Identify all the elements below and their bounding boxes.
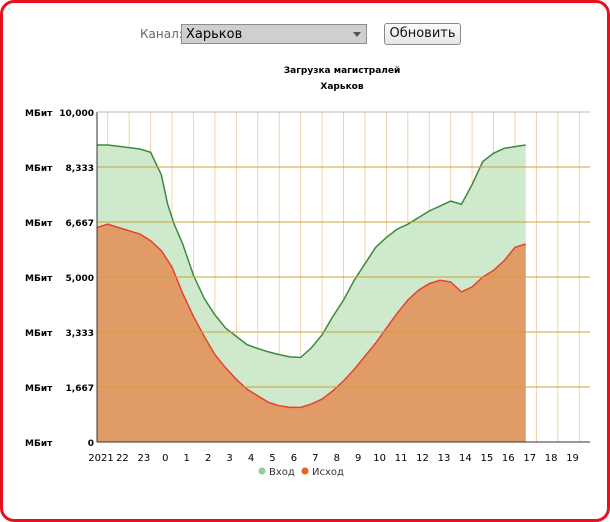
x-tick-label: 23 (138, 453, 151, 464)
x-tick-label: 15 (480, 453, 493, 464)
series-line-incoming (97, 144, 526, 359)
channel-label: Канал: (140, 27, 183, 41)
x-tick-label: 7 (312, 453, 318, 464)
y-tick-unit: МБит (25, 109, 53, 119)
x-tick-label: 10 (373, 453, 386, 464)
x-tick-label: 3 (226, 453, 232, 464)
x-tick-label: 18 (545, 453, 558, 464)
x-tick-label: 0 (162, 453, 168, 464)
x-tick-label: 4 (248, 453, 254, 464)
x-tick-label: 2 (205, 453, 211, 464)
plot-area: МБит 10,000 МБит 8,333 МБит 6,667 МБит 5,000 МБи… (25, 109, 590, 478)
x-tick-label: 12 (416, 453, 429, 464)
x-tick-label: 1 (184, 453, 190, 464)
x-tick-label: 11 (395, 453, 408, 464)
x-tick-label: 5 (269, 453, 275, 464)
legend-marker (301, 467, 309, 475)
refresh-button[interactable]: Обновить (384, 23, 461, 45)
series-line-outgoing (96, 223, 526, 409)
chevron-down-icon[interactable] (353, 32, 361, 37)
x-tick-label: 19 (566, 453, 579, 464)
y-tick-unit: МБит (25, 164, 53, 174)
legend-label: Вход (269, 467, 295, 478)
channel-select-value: Харьков (186, 27, 243, 42)
legend: Вход Исход (258, 467, 344, 478)
x-tick-label: 6 (291, 453, 297, 464)
y-tick-unit: МБит (25, 219, 53, 229)
x-tick-label: 14 (459, 453, 472, 464)
y-tick-unit: МБит (25, 329, 53, 339)
x-tick-label: 16 (502, 453, 515, 464)
chart-title: Загрузка магистралей (284, 66, 401, 76)
x-tick-label: 13 (438, 453, 451, 464)
legend-label: Исход (312, 467, 344, 478)
channel-select[interactable]: Харьков (181, 24, 367, 44)
x-tick-label: 2021 (88, 453, 113, 464)
y-tick-unit: МБит (25, 384, 53, 394)
y-tick-unit: МБит (25, 439, 53, 449)
y-tick-label: 6,667 (66, 219, 94, 229)
traffic-chart: Загрузка магистралей Харьков МБит 10,000М… (25, 66, 590, 478)
x-tick-label: 17 (523, 453, 536, 464)
legend-marker (258, 467, 266, 475)
x-tick-label: 9 (355, 453, 361, 464)
chart-subtitle: Харьков (320, 82, 363, 92)
y-tick-label: 5,000 (66, 274, 94, 284)
y-tick-label: 8,333 (66, 164, 94, 174)
y-tick-label: 1,667 (66, 384, 94, 394)
y-tick-label: 10,000 (59, 109, 94, 119)
toolbar: Канал: Харьков Обновить (0, 22, 610, 48)
y-tick-label: 0 (88, 439, 94, 449)
x-tick-label: 22 (116, 453, 129, 464)
y-tick-unit: МБит (25, 274, 53, 284)
series-area-outgoing (97, 224, 526, 442)
y-tick-label: 3,333 (66, 329, 94, 339)
x-tick-label: 8 (334, 453, 340, 464)
